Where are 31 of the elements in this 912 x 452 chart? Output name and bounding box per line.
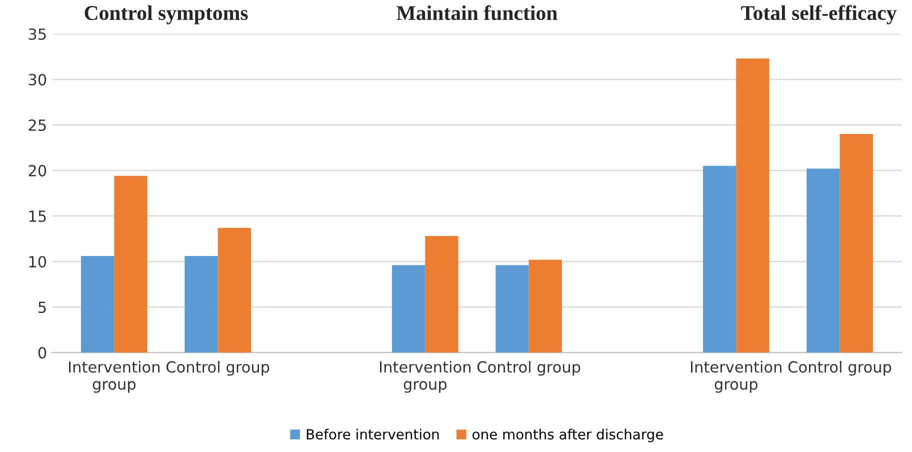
- bar: [184, 256, 218, 353]
- bar: [392, 265, 426, 353]
- y-tick-label: 25: [28, 119, 46, 131]
- x-tick-label: Intervention group: [380, 360, 470, 393]
- bar: [702, 166, 736, 353]
- bar: [218, 228, 252, 353]
- y-tick-label: 35: [28, 28, 46, 40]
- text: Total self-efficacy: [741, 5, 897, 24]
- y-tick-label: 20: [28, 164, 46, 176]
- text: Maintain function: [396, 5, 558, 20]
- y-tick-label: 15: [29, 210, 46, 222]
- bar: [806, 168, 840, 353]
- y-tick-label: 0: [38, 347, 46, 359]
- x-tick-label: Intervention group: [69, 360, 160, 393]
- y-tick-label: 30: [28, 74, 46, 86]
- text: Control symptoms: [84, 5, 248, 24]
- y-tick-label: 10: [29, 256, 46, 268]
- bar: [496, 265, 529, 353]
- bar: [81, 256, 114, 353]
- bar: [840, 134, 873, 353]
- x-tick-label: Intervention group: [690, 360, 782, 393]
- y-tick-label: 5: [38, 302, 46, 314]
- bar: [528, 260, 562, 353]
- x-tick-label: Control group: [166, 360, 270, 376]
- bar: [114, 176, 148, 353]
- legend-label: Before intervention: [306, 428, 439, 440]
- x-tick-label: Control group: [788, 360, 892, 376]
- x-tick-label: Control group: [477, 360, 580, 376]
- bar: [736, 58, 770, 353]
- legend-label: one months after discharge: [472, 428, 663, 442]
- bar: [425, 236, 458, 353]
